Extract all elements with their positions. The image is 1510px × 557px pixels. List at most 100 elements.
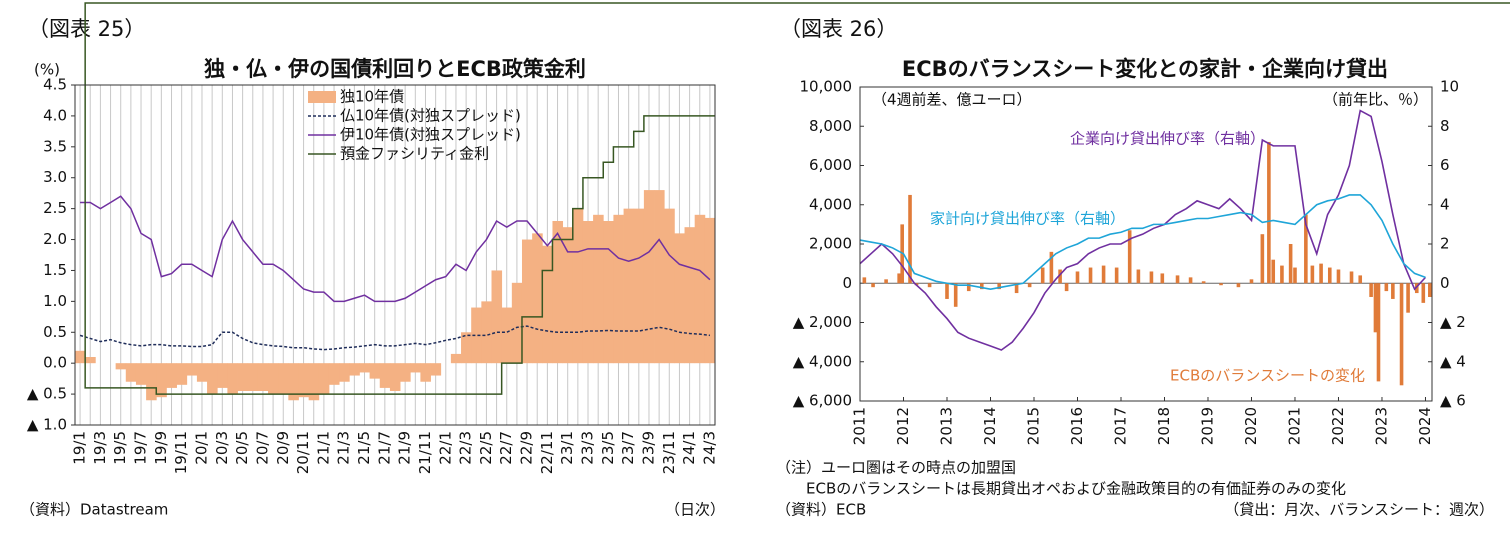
- x-tick-label: 20/1: [192, 431, 210, 465]
- note: （注）ユーロ圏はその時点の加盟国: [776, 459, 1016, 477]
- bar: [684, 227, 696, 364]
- chart-title: ECBのバランスシート変化との家計・企業向け貸出: [902, 57, 1388, 81]
- bar: [1058, 269, 1062, 284]
- bar: [217, 363, 228, 388]
- bar: [1310, 265, 1315, 284]
- x-tick-label: 20/9: [274, 431, 292, 465]
- x-tick-label: 2016: [1068, 407, 1086, 445]
- bar: [532, 233, 543, 364]
- y2-tick-label: 4: [1440, 195, 1450, 213]
- bar: [186, 363, 198, 376]
- y-tick-label: 4.0: [43, 106, 67, 124]
- x-tick-label: 21/9: [396, 431, 414, 465]
- y-tick-label: 1.0: [43, 292, 67, 310]
- bar: [1271, 259, 1276, 284]
- y-axis-label: (%): [34, 61, 60, 79]
- bar: [1040, 267, 1045, 284]
- y-tick-label: 10,000: [800, 78, 853, 96]
- bar: [1236, 283, 1241, 288]
- plot-border: [74, 84, 716, 426]
- bar: [328, 363, 340, 385]
- y-tick-label: 0.0: [43, 354, 67, 372]
- y-tick-label: ▲ 1.0: [27, 416, 67, 434]
- x-tick-label: 2013: [937, 407, 955, 445]
- y2-tick-label: ▲ 2: [1440, 313, 1466, 331]
- bar: [593, 214, 604, 364]
- bar: [1188, 277, 1193, 284]
- x-tick-label: 22/3: [457, 431, 475, 465]
- x-tick-label: 20/11: [294, 431, 312, 474]
- y2-tick-label: 0: [1440, 274, 1450, 292]
- bar: [450, 353, 462, 364]
- bar: [1260, 234, 1265, 284]
- bar: [674, 233, 685, 364]
- x-tick-label: 24/3: [700, 431, 718, 465]
- legend-label: 預金ファシリティ金利: [340, 145, 489, 163]
- line: [859, 194, 1426, 290]
- bar: [1428, 283, 1432, 297]
- legend-label: 仏10年債(対独スプレッド): [340, 107, 521, 125]
- bar: [308, 363, 320, 401]
- y-tick-label: 3.0: [43, 168, 67, 186]
- y2-tick-label: 10: [1440, 78, 1459, 96]
- bar: [1160, 273, 1165, 284]
- x-tick-label: 2022: [1329, 407, 1347, 445]
- x-tick-label: 20/5: [233, 431, 251, 465]
- x-tick-label: 20/7: [253, 431, 271, 465]
- legend-label: 独10年債: [340, 88, 404, 106]
- x-tick-label: 24/1: [680, 431, 698, 465]
- y-tick-label: 2,000: [809, 235, 852, 253]
- bar: [643, 190, 655, 364]
- x-tick-label: 21/5: [355, 431, 373, 465]
- line: [859, 109, 1427, 351]
- bar: [75, 350, 86, 364]
- bar: [410, 363, 421, 373]
- bar: [207, 363, 218, 395]
- y2-tick-label: 2: [1440, 235, 1450, 253]
- y-tick-label: 1.5: [43, 261, 67, 279]
- line: [84, 2, 1510, 395]
- bar: [1319, 263, 1323, 284]
- bar: [1136, 269, 1141, 284]
- line: [79, 325, 711, 351]
- x-tick-label: 2019: [1198, 407, 1216, 445]
- bar: [491, 270, 503, 364]
- x-tick-label: 22/7: [497, 431, 515, 465]
- bar: [1288, 244, 1293, 284]
- bar: [694, 214, 706, 364]
- x-tick-label: 2024: [1416, 407, 1434, 445]
- x-tick-label: 2017: [1111, 407, 1129, 445]
- bar: [633, 208, 645, 364]
- y2-tick-label: 6: [1440, 156, 1450, 174]
- x-tick-label: 23/1: [558, 431, 576, 465]
- bar: [1421, 283, 1426, 303]
- bar: [1391, 283, 1395, 299]
- bar: [471, 307, 482, 364]
- bar: [1201, 281, 1206, 284]
- bar: [420, 363, 431, 382]
- bar: [176, 363, 188, 385]
- bar: [1358, 275, 1363, 284]
- x-tick-label: 2018: [1155, 407, 1173, 445]
- bar: [1127, 230, 1132, 284]
- bar: [997, 283, 1001, 290]
- bar: [268, 363, 279, 395]
- bar: [501, 307, 513, 364]
- y-tick-label: 2.5: [43, 199, 67, 217]
- y-tick-label: 2.0: [43, 230, 67, 248]
- bar: [1101, 265, 1106, 284]
- x-tick-label: 22/1: [436, 431, 454, 465]
- annotation: 家計向け貸出伸び率（右軸）: [930, 210, 1125, 228]
- bar: [623, 208, 635, 364]
- bar: [1149, 271, 1154, 284]
- bar: [1327, 267, 1332, 284]
- annotation: ECBのバランスシートの変化: [1170, 367, 1365, 385]
- bar: [704, 217, 716, 364]
- x-tick-label: 22/11: [538, 431, 556, 474]
- bar: [125, 363, 137, 382]
- x-tick-label: 23/11: [660, 431, 678, 474]
- bar: [146, 363, 157, 401]
- bar: [196, 363, 208, 382]
- y-tick-label: 4.5: [43, 76, 67, 94]
